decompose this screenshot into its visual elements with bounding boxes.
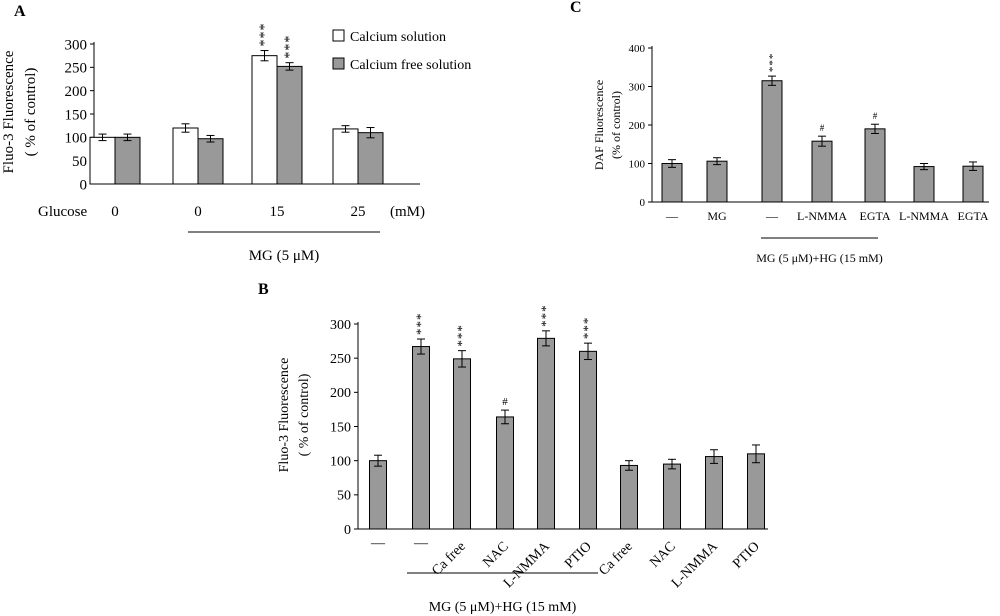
- bar: [705, 456, 723, 530]
- bar: [332, 128, 359, 185]
- y-tick-label: 300: [330, 318, 351, 333]
- bar: [89, 136, 116, 185]
- x-category-label: —: [765, 209, 779, 223]
- y-tick-label: 50: [72, 154, 87, 170]
- bar: [537, 337, 555, 530]
- x-category-label: —: [413, 536, 429, 551]
- x-category-label: —: [665, 209, 679, 223]
- bar: [811, 140, 833, 203]
- bar: [412, 346, 430, 530]
- y-tick-label: 100: [330, 455, 351, 470]
- x-category-label: NAC: [480, 539, 512, 571]
- bar: [864, 128, 886, 203]
- y-tick-label: 250: [65, 61, 88, 77]
- y-tick-label: 200: [330, 386, 351, 401]
- y-tick-label: 50: [337, 489, 351, 504]
- x-category-label: NAC: [647, 539, 679, 571]
- x-category-label: 15: [270, 204, 285, 220]
- panel-label: C: [570, 0, 582, 16]
- x-category-label: EGTA: [957, 209, 988, 223]
- x-category-label: 0: [194, 204, 202, 220]
- bar: [276, 65, 303, 185]
- bar: [706, 160, 728, 203]
- bar: [663, 463, 681, 530]
- y-tick-label: 0: [344, 523, 351, 538]
- bar: [761, 80, 783, 203]
- bar: [747, 453, 765, 530]
- bar: [172, 127, 199, 185]
- bar: [962, 165, 984, 203]
- y-tick-label: 100: [629, 158, 646, 170]
- x-category-label: —: [370, 536, 386, 551]
- y-tick-label: 200: [65, 84, 88, 100]
- panel-label: B: [258, 281, 269, 298]
- y-tick-label: 300: [65, 37, 88, 53]
- x-category-label: PTIO: [562, 539, 595, 572]
- significance-marker: ***: [538, 304, 553, 327]
- bar: [453, 358, 471, 530]
- panel-label: A: [14, 3, 26, 20]
- bar: [114, 136, 141, 185]
- significance-marker: ***: [283, 35, 298, 59]
- bar: [251, 55, 278, 185]
- x-category-label: 25: [351, 204, 366, 220]
- x-category-label: MG: [707, 209, 727, 223]
- x-category-label: PTIO: [730, 539, 763, 572]
- significance-marker: #: [873, 111, 878, 121]
- y-axis-label: Fluo-3 Fluorescence: [277, 358, 292, 473]
- x-category-label: L-NMMA: [501, 539, 553, 591]
- significance-marker: ***: [767, 53, 779, 73]
- bar: [369, 460, 387, 530]
- y-tick-label: 400: [629, 43, 646, 55]
- y-tick-label: 100: [65, 131, 88, 147]
- y-axis-label: Fluo-3 Fluorescence: [1, 50, 17, 173]
- significance-marker: #: [502, 396, 508, 408]
- significance-marker: ***: [258, 23, 273, 47]
- y-axis-label: DAF Fluorescence: [592, 80, 606, 170]
- y-tick-label: 0: [80, 177, 88, 193]
- bar: [913, 166, 935, 203]
- y-axis-label: ( % of control): [23, 68, 39, 157]
- y-axis-label: (% of control): [609, 91, 623, 159]
- y-tick-label: 300: [629, 81, 646, 93]
- significance-marker: ***: [454, 324, 469, 347]
- x-category-label: L-NMMA: [669, 539, 721, 591]
- bar: [579, 350, 597, 530]
- legend-swatch: [332, 57, 345, 70]
- group-label: MG (5 μM)+HG (15 mM): [429, 600, 577, 615]
- significance-marker: ***: [580, 317, 595, 340]
- significance-marker: #: [820, 123, 825, 133]
- panel-a: A Fluo-3 Fluorescence ( % of control) 0 50 10…: [1, 3, 471, 264]
- group-label: MG (5 μM)+HG (15 mM): [756, 251, 883, 265]
- y-axis-label: ( % of control): [297, 373, 312, 456]
- y-tick-label: 150: [65, 107, 88, 123]
- legend-swatch: [332, 29, 345, 42]
- x-category-label: L-NMMA: [797, 209, 847, 223]
- legend-label: Calcium solution: [350, 30, 446, 45]
- legend-label: Calcium free solution: [350, 58, 471, 73]
- bar: [197, 138, 224, 185]
- bar: [357, 132, 384, 185]
- significance-marker: ***: [413, 313, 428, 336]
- y-tick-label: 0: [640, 197, 646, 209]
- y-tick-label: 150: [330, 420, 351, 435]
- bar: [661, 163, 683, 203]
- x-category-label: L-NMMA: [899, 209, 949, 223]
- y-tick-label: 250: [330, 352, 351, 367]
- x-unit-label: (mM): [390, 204, 425, 220]
- x-category-label: Ca free: [596, 539, 635, 578]
- x-row-label: Glucose: [38, 204, 87, 220]
- bar: [620, 464, 638, 530]
- bar: [496, 416, 514, 530]
- group-label: MG (5 μM): [249, 248, 320, 264]
- panel-b: B Fluo-3 Fluorescence ( % of control) 0 50 10…: [258, 281, 768, 615]
- panel-c: C DAF Fluorescence (% of control) 0 100 200 30…: [570, 0, 989, 265]
- y-tick-label: 200: [629, 120, 646, 132]
- x-category-label: EGTA: [859, 209, 890, 223]
- x-category-label: 0: [111, 204, 119, 220]
